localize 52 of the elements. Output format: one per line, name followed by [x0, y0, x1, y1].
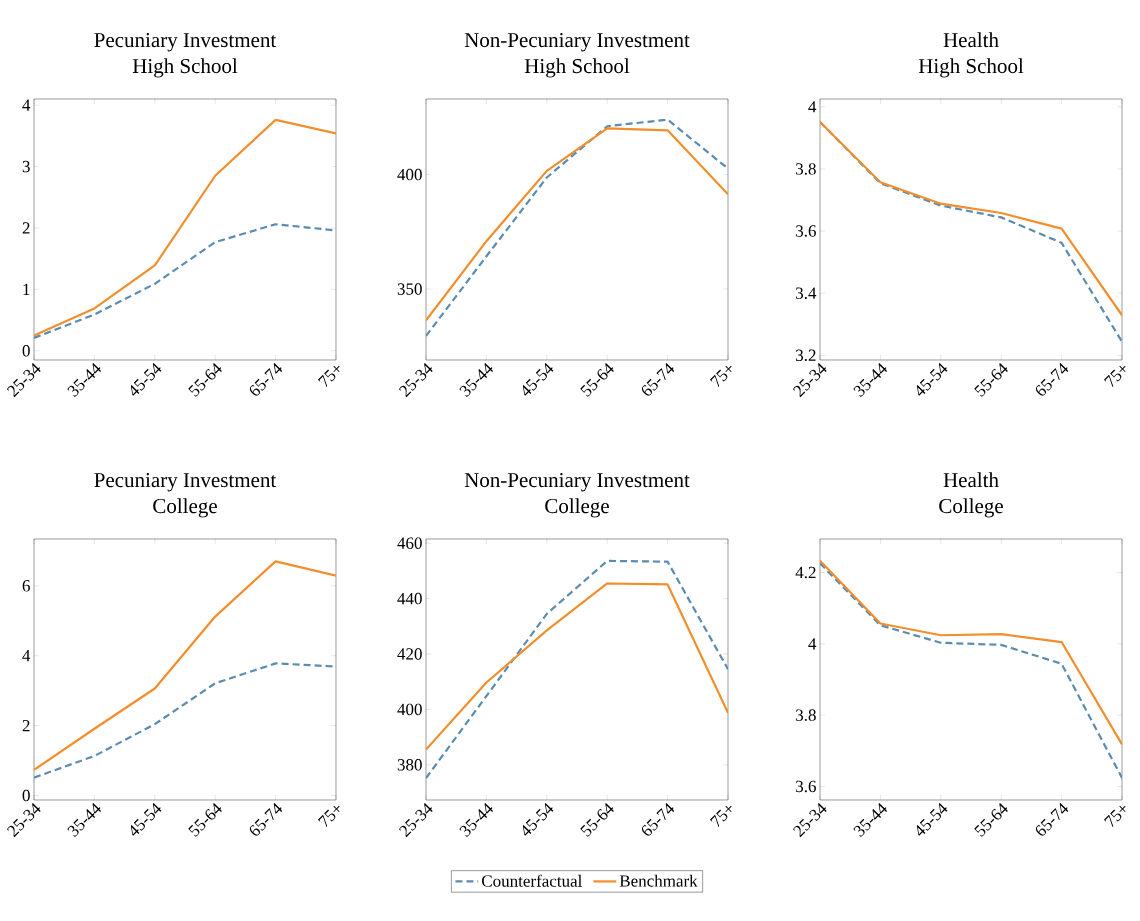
chart-subtitle: High School	[918, 58, 1024, 78]
x-tick-label: 75+	[1103, 365, 1126, 387]
y-tick-label: 400	[397, 168, 422, 181]
y-tick-label: 3	[22, 160, 30, 173]
x-tick-label: 75+	[317, 365, 340, 387]
x-tick-label: 75+	[317, 805, 340, 827]
line-series	[34, 662, 336, 779]
chart-subtitle: College	[939, 498, 1003, 518]
y-tick-label: 3.8	[796, 709, 816, 721]
x-tick-label: 75+	[709, 805, 732, 827]
y-tick-label: 3.4	[796, 287, 817, 299]
x-tick-label: 75+	[1103, 805, 1126, 827]
chart-subtitle: High School	[524, 58, 630, 78]
y-tick-label: 3.2	[796, 349, 816, 362]
chart-subtitle: College	[545, 498, 609, 518]
chart-title: Pecuniary Investment	[94, 33, 277, 52]
legend-label: Counterfactual	[482, 874, 582, 887]
y-tick-label: 6	[22, 580, 30, 592]
y-tick-label: 440	[397, 592, 422, 605]
chart-subtitle: College	[153, 498, 217, 518]
chart-title: Pecuniary Investment	[94, 473, 277, 492]
y-tick-label: 2	[22, 222, 30, 234]
y-tick-label: 3.6	[796, 225, 816, 237]
chart-title: Non-Pecuniary Investment	[464, 473, 690, 492]
y-tick-label: 0	[22, 789, 30, 802]
y-tick-label: 460	[397, 537, 422, 549]
y-tick-label: 400	[397, 703, 422, 716]
y-tick-label: 350	[397, 283, 422, 295]
chart-title: Health	[943, 32, 999, 48]
y-tick-label: 3.8	[796, 163, 816, 175]
line-series	[426, 559, 728, 780]
line-series	[820, 559, 1123, 746]
line-series	[34, 118, 336, 337]
chart-subtitle: High School	[132, 58, 238, 78]
line-series	[426, 582, 728, 751]
line-series	[34, 560, 336, 772]
y-tick-label: 420	[397, 648, 422, 660]
chart-title: Health	[943, 472, 999, 488]
x-tick-label: 75+	[709, 365, 732, 387]
y-tick-label: 4	[808, 638, 817, 650]
y-tick-label: 4	[22, 99, 31, 111]
y-tick-label: 4	[808, 101, 817, 113]
y-tick-label: 380	[397, 759, 422, 771]
y-tick-label: 0	[22, 345, 30, 357]
y-tick-label: 2	[22, 719, 30, 732]
y-tick-label: 1	[23, 283, 30, 295]
y-tick-label: 4	[22, 650, 31, 662]
chart-title: Non-Pecuniary Investment	[464, 33, 690, 52]
legend-label: Benchmark	[619, 874, 698, 887]
y-tick-label: 3.6	[796, 780, 816, 793]
y-tick-label: 4.2	[795, 566, 816, 579]
line-series	[820, 562, 1123, 779]
